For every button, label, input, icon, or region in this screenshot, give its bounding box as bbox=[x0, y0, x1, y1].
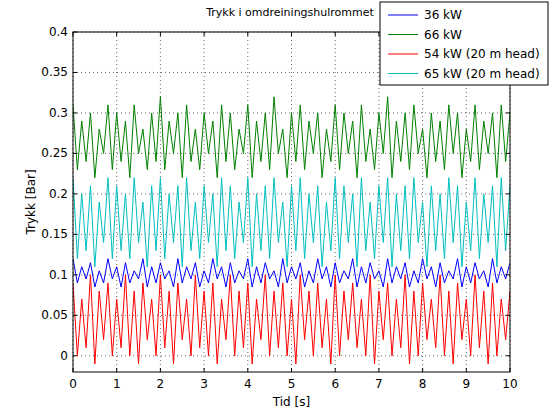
series-line bbox=[73, 178, 510, 267]
y-axis-label: Trykk [Bar] bbox=[24, 169, 38, 235]
tick-label-x: 5 bbox=[288, 377, 296, 391]
tick-x bbox=[422, 368, 423, 372]
tick-y bbox=[73, 274, 77, 275]
legend-box bbox=[380, 2, 548, 85]
tick-x bbox=[291, 32, 292, 36]
tick-y bbox=[73, 32, 77, 33]
tick-label-x: 2 bbox=[157, 377, 165, 391]
tick-label-x: 7 bbox=[375, 377, 383, 391]
tick-label-y: 0.4 bbox=[49, 25, 68, 39]
tick-label-y: 0.15 bbox=[41, 227, 68, 241]
legend-label: 66 kW bbox=[424, 28, 462, 42]
tick-y bbox=[73, 355, 77, 356]
tick-label-y: 0.3 bbox=[49, 106, 68, 120]
grid-line-x bbox=[204, 32, 205, 372]
tick-y bbox=[73, 112, 77, 113]
tick-label-x: 0 bbox=[69, 377, 77, 391]
tick-y bbox=[73, 72, 77, 73]
tick-y bbox=[506, 274, 510, 275]
tick-x bbox=[160, 368, 161, 372]
tick-x bbox=[335, 368, 336, 372]
tick-y bbox=[506, 153, 510, 154]
tick-x bbox=[335, 32, 336, 36]
tick-x bbox=[510, 368, 511, 372]
tick-label-x: 1 bbox=[113, 377, 121, 391]
tick-x bbox=[116, 368, 117, 372]
grid-line-x bbox=[116, 32, 117, 372]
x-axis-label: Tid [s] bbox=[272, 395, 310, 409]
legend-label: 54 kW (20 m head) bbox=[424, 47, 540, 61]
series-group bbox=[73, 97, 510, 364]
tick-label-x: 8 bbox=[419, 377, 427, 391]
legend-label: 36 kW bbox=[424, 8, 462, 22]
series-line bbox=[73, 97, 510, 178]
grid-line-x bbox=[335, 32, 336, 372]
tick-y bbox=[506, 193, 510, 194]
tick-label-y: 0.2 bbox=[49, 187, 68, 201]
legend-label: 65 kW (20 m head) bbox=[424, 67, 540, 81]
tick-x bbox=[247, 32, 248, 36]
tick-label-x: 6 bbox=[331, 377, 339, 391]
tick-x bbox=[378, 368, 379, 372]
legend-swatch bbox=[388, 54, 418, 55]
tick-x bbox=[73, 368, 74, 372]
tick-x bbox=[73, 32, 74, 36]
tick-x bbox=[378, 32, 379, 36]
tick-label-y: 0.25 bbox=[41, 146, 68, 160]
series-line bbox=[73, 275, 510, 364]
tick-label-x: 4 bbox=[244, 377, 252, 391]
tick-x bbox=[247, 368, 248, 372]
tick-label-y: 0.05 bbox=[41, 308, 68, 322]
tick-y bbox=[73, 153, 77, 154]
tick-y bbox=[73, 315, 77, 316]
legend: 36 kW 66 kW 54 kW (20 m head) 65 kW (20 m h… bbox=[380, 2, 548, 85]
tick-y bbox=[506, 234, 510, 235]
grid-line-y bbox=[73, 315, 510, 316]
tick-x bbox=[116, 32, 117, 36]
tick-label-y: 0 bbox=[60, 349, 68, 363]
tick-label-x: 3 bbox=[200, 377, 208, 391]
tick-y bbox=[506, 112, 510, 113]
tick-label-y: 0.1 bbox=[49, 268, 68, 282]
tick-y bbox=[73, 234, 77, 235]
tick-x bbox=[204, 32, 205, 36]
grid-line-y bbox=[73, 274, 510, 275]
tick-label-y: 0.35 bbox=[41, 65, 68, 79]
series-line bbox=[73, 259, 510, 287]
background bbox=[0, 0, 560, 420]
legend-swatch bbox=[388, 34, 418, 35]
tick-x bbox=[291, 368, 292, 372]
grid-line-x bbox=[160, 32, 161, 372]
grid-line-x bbox=[247, 32, 248, 372]
grid-line-x bbox=[378, 32, 379, 372]
tick-label-x: 9 bbox=[462, 377, 470, 391]
tick-y bbox=[506, 355, 510, 356]
tick-x bbox=[160, 32, 161, 36]
chart: 0 1 2 3 4 5 6 7 8 9 10 0 0.05 0.1 0.15 0.2 0.25 0.3 0.35 0.… bbox=[0, 0, 560, 420]
grid-line-y bbox=[73, 234, 510, 235]
legend-swatch bbox=[388, 15, 418, 16]
grid-line-x bbox=[291, 32, 292, 372]
tick-label-x: 10 bbox=[502, 377, 517, 391]
tick-x bbox=[466, 368, 467, 372]
legend-swatch bbox=[388, 73, 418, 74]
chart-title: Trykk i omdreiningshulrommet bbox=[205, 6, 374, 19]
tick-y bbox=[73, 193, 77, 194]
tick-x bbox=[204, 368, 205, 372]
tick-y bbox=[506, 315, 510, 316]
